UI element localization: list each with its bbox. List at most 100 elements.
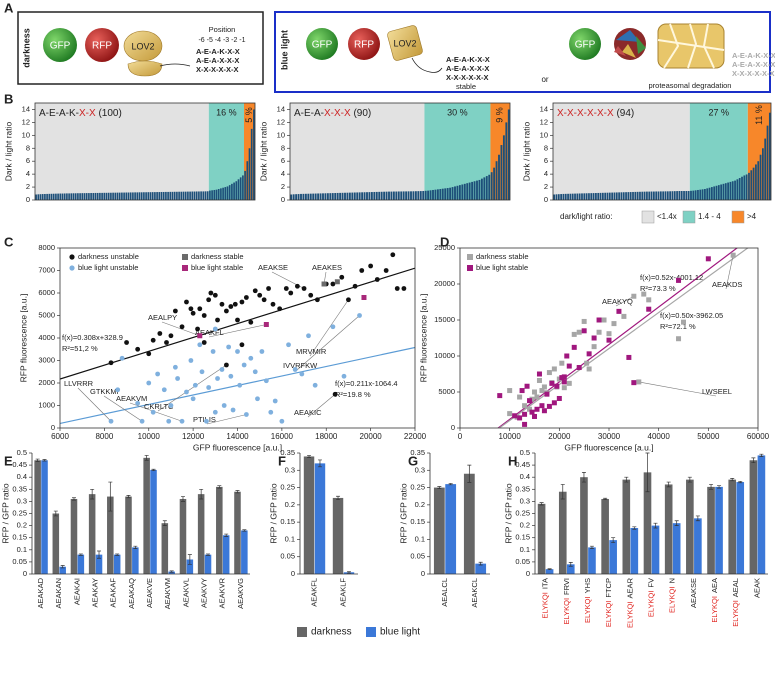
y-tick-label: 0.25 xyxy=(515,508,530,517)
lov2-label: LOV2 xyxy=(131,41,154,51)
bar xyxy=(191,191,194,200)
bar xyxy=(351,192,354,200)
degraded-sequence: X-X-X-X-X-X xyxy=(732,69,775,78)
x-tick-label: AEAKVR xyxy=(218,577,227,608)
point xyxy=(230,407,236,413)
bar xyxy=(608,192,611,200)
x-tick-label: 50000 xyxy=(697,432,720,441)
legend-label: blue light stable xyxy=(191,263,243,272)
error-bar xyxy=(674,520,679,526)
bar xyxy=(412,191,415,200)
bar xyxy=(149,192,152,200)
y-tick-label: 0.25 xyxy=(280,483,295,492)
bar xyxy=(63,193,66,200)
region-label: 11 % xyxy=(754,105,764,125)
condition-label: darkness xyxy=(21,28,31,68)
bar xyxy=(383,191,386,200)
bar xyxy=(585,193,588,200)
bar xyxy=(618,192,620,200)
bar xyxy=(666,191,669,200)
annotation: CKRLTC xyxy=(144,402,174,411)
bar xyxy=(300,193,302,200)
bar xyxy=(160,191,163,200)
point xyxy=(536,371,542,377)
y-tick-label: 0 xyxy=(544,195,548,204)
error-bar xyxy=(687,476,692,483)
point xyxy=(115,387,121,393)
error-bar xyxy=(97,550,102,559)
bar xyxy=(659,191,662,200)
y-axis-title: RFP fluorescence [a.u.] xyxy=(418,294,428,383)
sequence: A-E-A-X-X-X xyxy=(196,56,239,65)
y-tick-label: 2 xyxy=(281,182,285,191)
point xyxy=(197,342,203,348)
legend-marker xyxy=(69,265,75,271)
point xyxy=(339,274,345,280)
bar xyxy=(498,154,500,200)
x-tick-prefix: ELYKQI xyxy=(625,601,634,628)
x-tick-label: AEAKVY xyxy=(200,578,209,608)
bar xyxy=(578,193,581,200)
degraded-fragments xyxy=(614,28,646,60)
point xyxy=(581,318,587,324)
point xyxy=(215,376,220,381)
bar xyxy=(694,518,702,574)
x-tick-label: AEAKAI xyxy=(72,578,81,605)
bar xyxy=(699,189,702,200)
x-tick-label: 16000 xyxy=(271,432,294,441)
y-tick-label: 8 xyxy=(281,143,285,152)
point xyxy=(212,292,218,298)
x-tick-label-part: AEA xyxy=(710,578,719,593)
bar xyxy=(405,191,408,200)
x-tick-prefix: ELYKQI xyxy=(583,596,592,623)
point xyxy=(519,388,525,394)
bar xyxy=(564,193,567,200)
bar xyxy=(167,191,169,200)
point xyxy=(188,358,194,363)
x-tick-label: AEAKAQ xyxy=(127,578,136,609)
point xyxy=(166,418,172,424)
chart-title: A-E-A-X-X-X (90) xyxy=(294,108,371,119)
rfp-icon xyxy=(85,28,119,62)
bar xyxy=(567,193,569,200)
region-label: 16 % xyxy=(216,107,237,117)
bar xyxy=(569,193,572,200)
x-tick-label-part: ITA xyxy=(541,578,550,589)
annotation-leader xyxy=(638,381,717,397)
panel-label: F xyxy=(278,453,286,468)
annotation-leader xyxy=(77,387,112,422)
bar xyxy=(368,192,371,200)
bar xyxy=(558,491,567,574)
error-bar xyxy=(478,561,483,566)
point xyxy=(551,400,557,406)
bar xyxy=(768,112,771,200)
bar xyxy=(222,535,230,574)
region-label: 9 % xyxy=(495,107,505,123)
bar xyxy=(662,191,665,200)
bar xyxy=(507,109,510,200)
bar xyxy=(303,456,315,574)
x-tick-label: AEAKAY xyxy=(91,578,100,607)
x-tick-label: 18000 xyxy=(315,432,338,441)
y-tick-label: 0.5 xyxy=(17,448,27,457)
point xyxy=(730,252,736,258)
bar xyxy=(766,125,769,200)
annotation: GTKKMI xyxy=(90,387,119,396)
x-tick-label: 20000 xyxy=(360,432,383,441)
bar xyxy=(116,192,119,200)
y-tick-label: 7000 xyxy=(38,265,55,274)
point xyxy=(175,376,180,381)
bar xyxy=(52,513,60,574)
bar xyxy=(178,191,180,200)
x-tick-label: AEAKAN xyxy=(54,578,63,608)
x-tick-label-part: AEAL xyxy=(731,578,740,597)
error-bar xyxy=(751,457,756,464)
bar xyxy=(483,177,486,200)
panel-label: A xyxy=(4,0,14,15)
bar xyxy=(722,183,725,200)
y-tick-label: 0.15 xyxy=(515,533,530,542)
point xyxy=(571,344,577,350)
bar xyxy=(79,193,81,200)
bar xyxy=(90,193,92,200)
bar xyxy=(410,191,412,200)
